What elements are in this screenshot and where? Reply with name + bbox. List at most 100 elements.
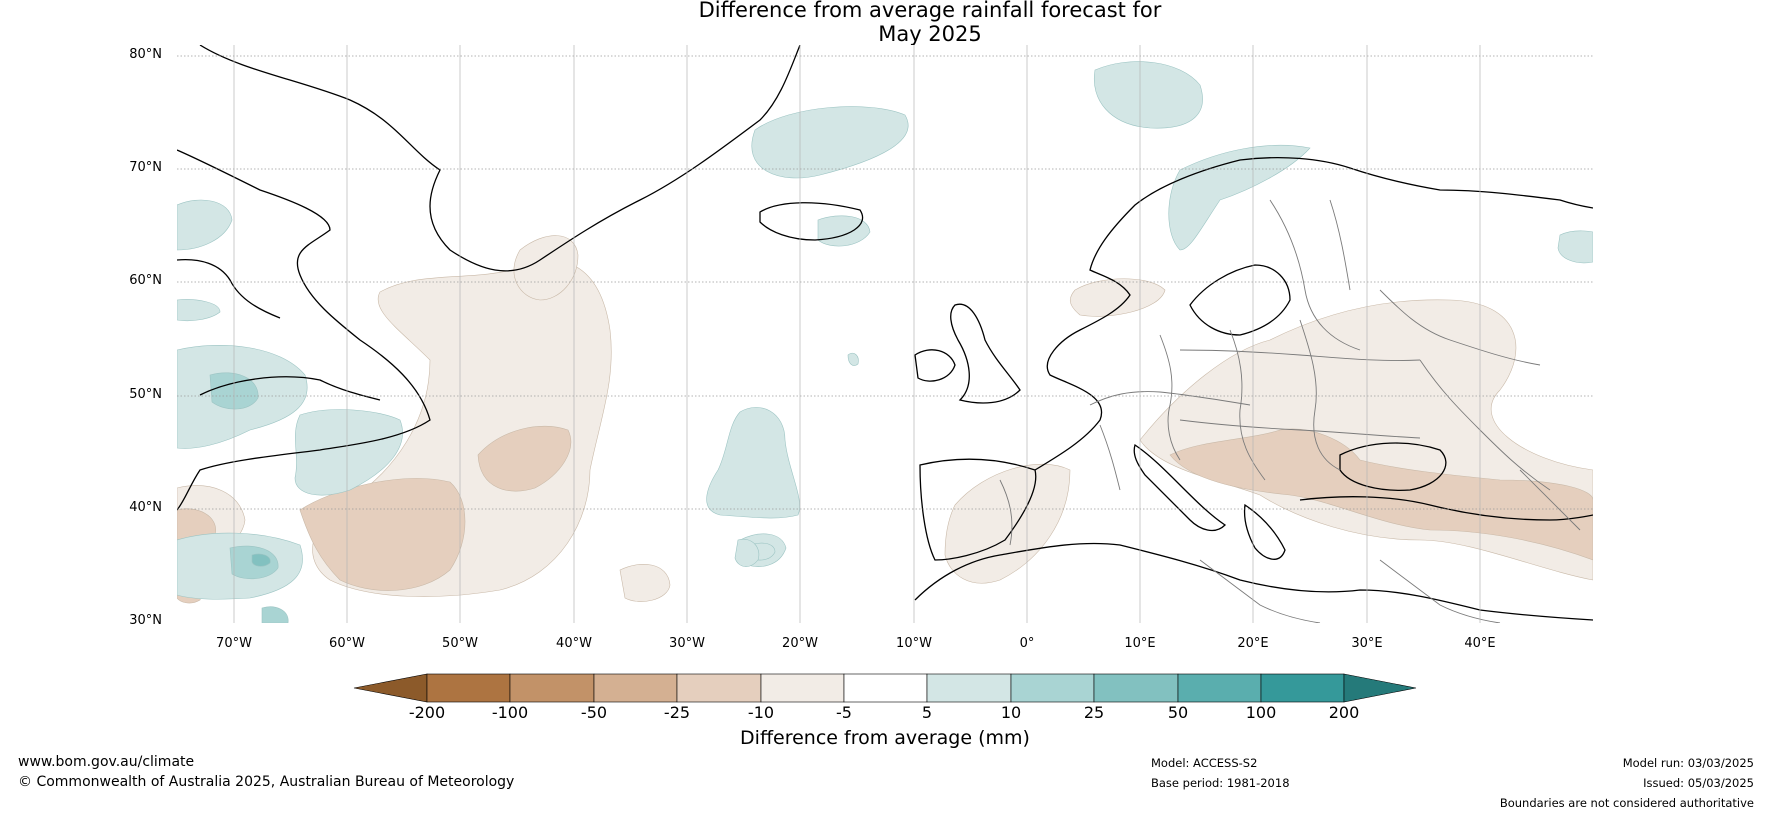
dry-region-balkans — [1169, 428, 1593, 561]
model-run-text: Model run: 03/03/2025 — [1622, 756, 1754, 770]
lat-label-60n: 60°N — [129, 273, 162, 288]
gridlines — [177, 55, 1593, 510]
colorbar-bin-2 — [509, 673, 595, 703]
europe-coast — [1034, 157, 1593, 471]
border-12 — [999, 479, 1013, 546]
wet-region-atlantic-small — [734, 538, 760, 567]
baltic-coast — [1189, 264, 1291, 336]
model-text: Model: ACCESS-S2 — [1151, 756, 1258, 770]
colorbar-label: -200 — [408, 703, 446, 722]
britain-coast — [950, 303, 1021, 404]
colorbar-label: 200 — [1328, 703, 1360, 722]
wet-region-norway — [1168, 144, 1311, 251]
colorbar-bin-8 — [1010, 673, 1095, 703]
colorbar-bin-11 — [1260, 673, 1345, 703]
ireland-coast — [914, 349, 956, 382]
base-period-text: Base period: 1981-2018 — [1151, 776, 1290, 790]
colorbar-bin-1 — [426, 673, 511, 703]
copyright-text: © Commonwealth of Australia 2025, Austra… — [18, 774, 515, 790]
lon-label-30e: 30°E — [1351, 636, 1383, 651]
north-america-coast — [177, 149, 431, 511]
turkey-coast — [1299, 496, 1593, 521]
wet-region-greenland-east — [751, 106, 909, 179]
dry-region-north-atlantic — [513, 235, 579, 301]
issued-text: Issued: 05/03/2025 — [1643, 776, 1754, 790]
colorbar-label: -25 — [663, 703, 691, 722]
dry-region-scandinavia — [1070, 278, 1166, 317]
border-1 — [1089, 391, 1251, 406]
lon-label-0: 0° — [1019, 636, 1035, 651]
colorbar-label: -5 — [836, 703, 852, 722]
colorbar-label: 5 — [921, 703, 933, 722]
colorbar-label: 100 — [1245, 703, 1277, 722]
wet-region-north-canada — [177, 199, 233, 251]
colorbar-bin-7 — [926, 673, 1012, 703]
wet-region-svalbard — [1093, 61, 1203, 129]
chart-title: Difference from average rainfall forecas… — [0, 0, 1770, 46]
italy-coast — [1133, 443, 1227, 532]
border-5 — [1179, 349, 1421, 361]
country-borders — [999, 199, 1581, 623]
colorbar-label: -50 — [580, 703, 608, 722]
lat-label-50n: 50°N — [129, 387, 162, 402]
lat-label-70n: 70°N — [129, 160, 162, 175]
border-8 — [1329, 199, 1351, 291]
border-15 — [1519, 469, 1581, 531]
gulf-stlawrence — [199, 376, 381, 401]
colorbar-bin-6 — [843, 673, 928, 703]
wet-region-east-us-core2 — [251, 553, 271, 567]
wet-region-florida — [261, 606, 289, 623]
title-line-2: May 2025 — [878, 22, 982, 46]
colorbar-bin-5 — [760, 673, 845, 703]
border-14 — [1379, 559, 1501, 623]
colorbar — [353, 673, 1417, 703]
wet-region-north-sea — [847, 352, 859, 366]
lon-label-40w: 40°W — [556, 636, 592, 651]
black-sea-coast — [1339, 442, 1447, 491]
border-13 — [1199, 559, 1321, 623]
greece-coast — [1243, 503, 1286, 560]
wet-region-newfoundland — [294, 409, 403, 496]
lat-label-30n: 30°N — [129, 613, 162, 628]
dry-region-atlantic-core — [477, 425, 572, 492]
colorbar-bin-3 — [593, 673, 678, 703]
border-6 — [1179, 419, 1421, 439]
labrador-inner — [177, 258, 281, 319]
lon-label-10e: 10°E — [1124, 636, 1156, 651]
website-link[interactable]: www.bom.gov.au/climate — [18, 754, 195, 770]
border-9 — [1379, 289, 1541, 366]
colorbar-bin-10 — [1177, 673, 1262, 703]
colorbar-label: -10 — [747, 703, 775, 722]
lon-label-40e: 40°E — [1464, 636, 1496, 651]
lon-label-20w: 20°W — [782, 636, 818, 651]
colorbar-bin-9 — [1093, 673, 1179, 703]
disclaimer-text: Boundaries are not considered authoritat… — [1499, 796, 1754, 810]
colorbar-label: 50 — [1167, 703, 1189, 722]
lat-label-80n: 80°N — [129, 47, 162, 62]
title-line-1: Difference from average rainfall forecas… — [698, 0, 1162, 22]
colorbar-bin-4 — [676, 673, 762, 703]
wet-region-hudson — [177, 299, 221, 322]
border-7 — [1269, 199, 1361, 351]
border-11 — [1099, 424, 1121, 491]
greenland-coast — [199, 45, 801, 272]
lon-label-20e: 20°E — [1237, 636, 1269, 651]
border-4 — [1299, 319, 1341, 471]
colorbar-arrow-right — [1343, 673, 1417, 703]
wet-anomaly-regions — [177, 61, 1593, 623]
map-area — [177, 45, 1593, 623]
lon-label-50w: 50°W — [442, 636, 478, 651]
colorbar-label: -100 — [491, 703, 529, 722]
lon-label-70w: 70°W — [216, 636, 252, 651]
lon-label-60w: 60°W — [329, 636, 365, 651]
iberia-coast — [919, 458, 1037, 561]
iceland-coast — [759, 202, 864, 241]
lon-label-10w: 10°W — [896, 636, 932, 651]
border-2 — [1159, 334, 1181, 461]
colorbar-title: Difference from average (mm) — [740, 727, 1030, 749]
wet-region-mid-atlantic — [706, 407, 800, 519]
colorbar-label: 25 — [1083, 703, 1105, 722]
lat-label-40n: 40°N — [129, 500, 162, 515]
colorbar-label: 10 — [1000, 703, 1022, 722]
wet-region-urals — [1557, 230, 1593, 264]
